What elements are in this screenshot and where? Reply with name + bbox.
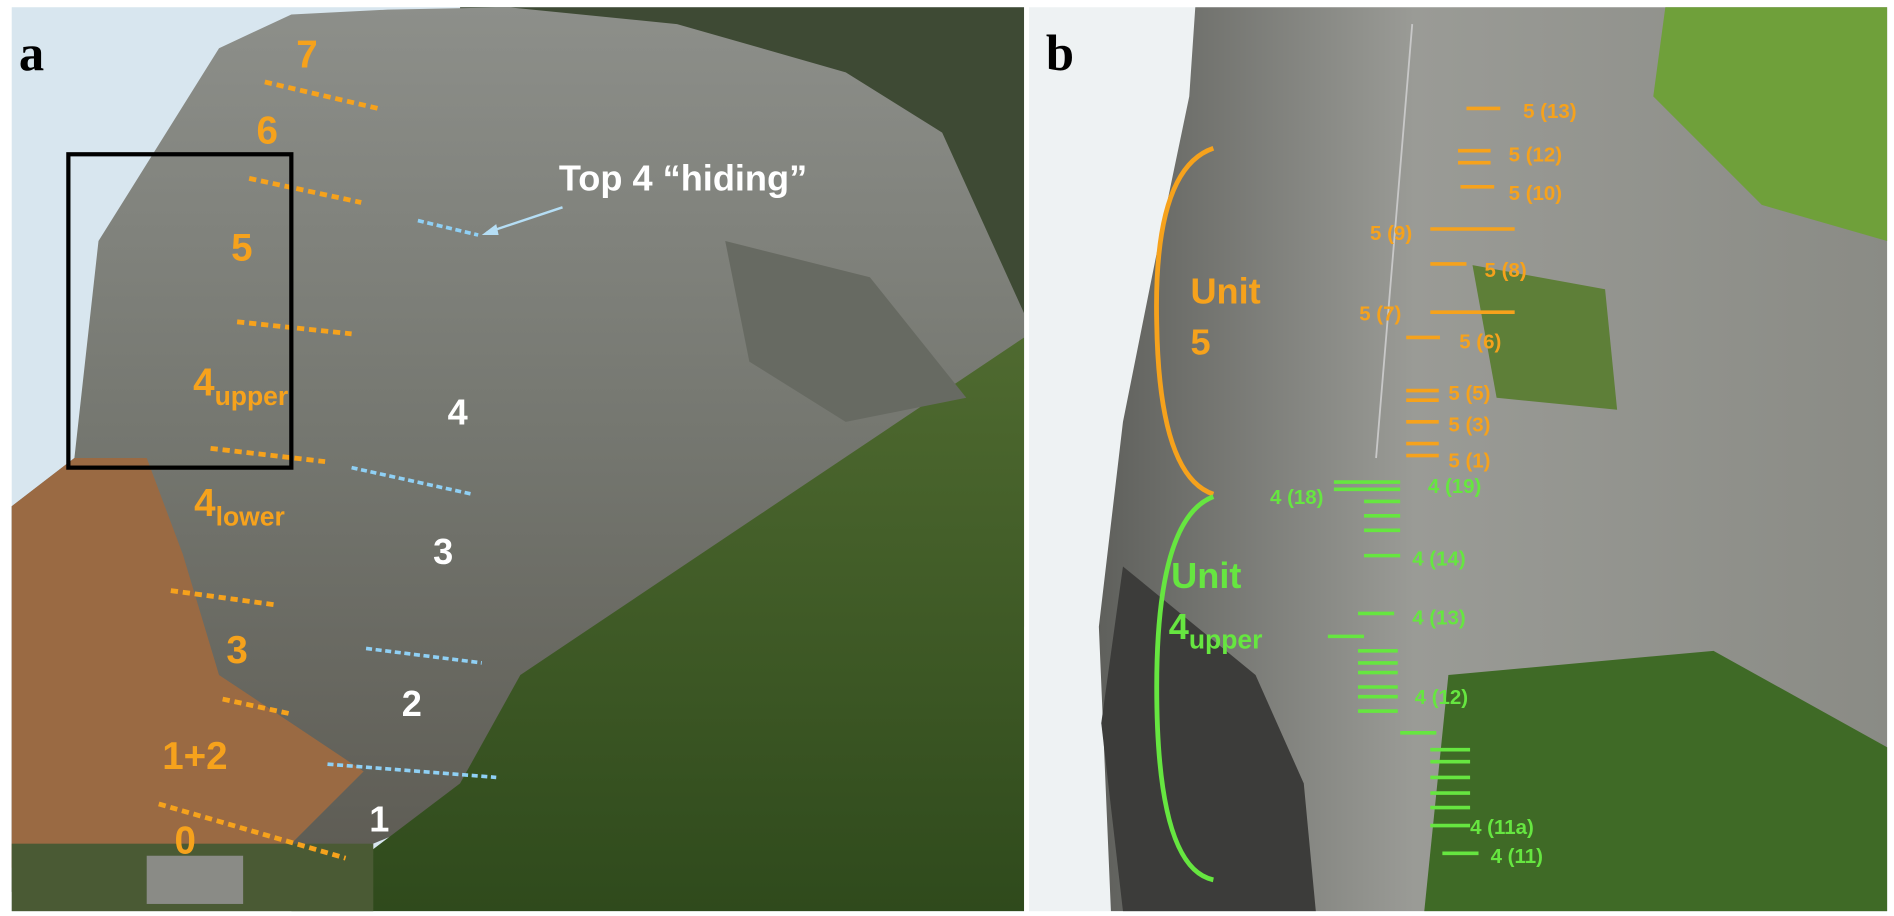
divider [1024,0,1029,916]
sample-label: 5 (7) [1359,303,1401,326]
unit-subscript: lower [216,501,285,531]
unit-label: 5 [231,226,252,269]
sample-label: 5 (1) [1448,450,1490,473]
sample-label: 4 (11) [1491,845,1543,868]
unit-label: 7 [296,33,317,76]
unit-subscript: upper [215,381,289,411]
sample-label: 4 (19) [1428,475,1481,498]
sample-label: 4 (18) [1270,486,1323,509]
unit-label: 1+2 [162,735,227,778]
sample-label: 5 (13) [1523,100,1576,123]
unit-number: 4 [194,482,216,525]
bed-label: 3 [433,531,453,572]
sample-label: 4 (14) [1412,547,1465,570]
unit-number: 4 [1169,606,1189,647]
figure: a 7 6 5 4upper 4lower 3 1+2 0 4 3 2 1 To… [0,0,1894,916]
panel-letter: b [1046,25,1074,81]
sample-label: 5 (3) [1448,413,1490,436]
bed-label: 1 [369,799,389,840]
unit-label: Unit [1171,555,1241,596]
unit-subscript: upper [1189,624,1263,654]
sample-label: 5 (6) [1459,330,1501,353]
unit-number: 4 [193,361,215,404]
unit-label: 0 [175,819,196,862]
panel-letter: a [19,25,44,81]
sample-label: 5 (5) [1448,382,1490,405]
page: {"panel_a": {"letter": "a", "unit_labels… [0,0,1894,916]
sample-label: 5 (8) [1485,259,1527,282]
sample-label: 5 (9) [1370,222,1412,245]
unit-label: 6 [257,109,278,152]
sample-label: 4 (11a) [1470,816,1534,839]
unit-label: Unit [1190,271,1260,312]
unit-label: 5 [1190,321,1210,362]
unit-label: 3 [226,629,247,672]
bed-label: 2 [402,683,422,724]
sample-label: 4 (13) [1412,606,1465,629]
sample-label: 5 (10) [1509,182,1562,205]
sample-label: 4 (12) [1415,686,1468,709]
bed-label: 4 [448,391,468,432]
annotation: Top 4 “hiding” [559,157,807,198]
sample-label: 5 (12) [1509,144,1562,167]
